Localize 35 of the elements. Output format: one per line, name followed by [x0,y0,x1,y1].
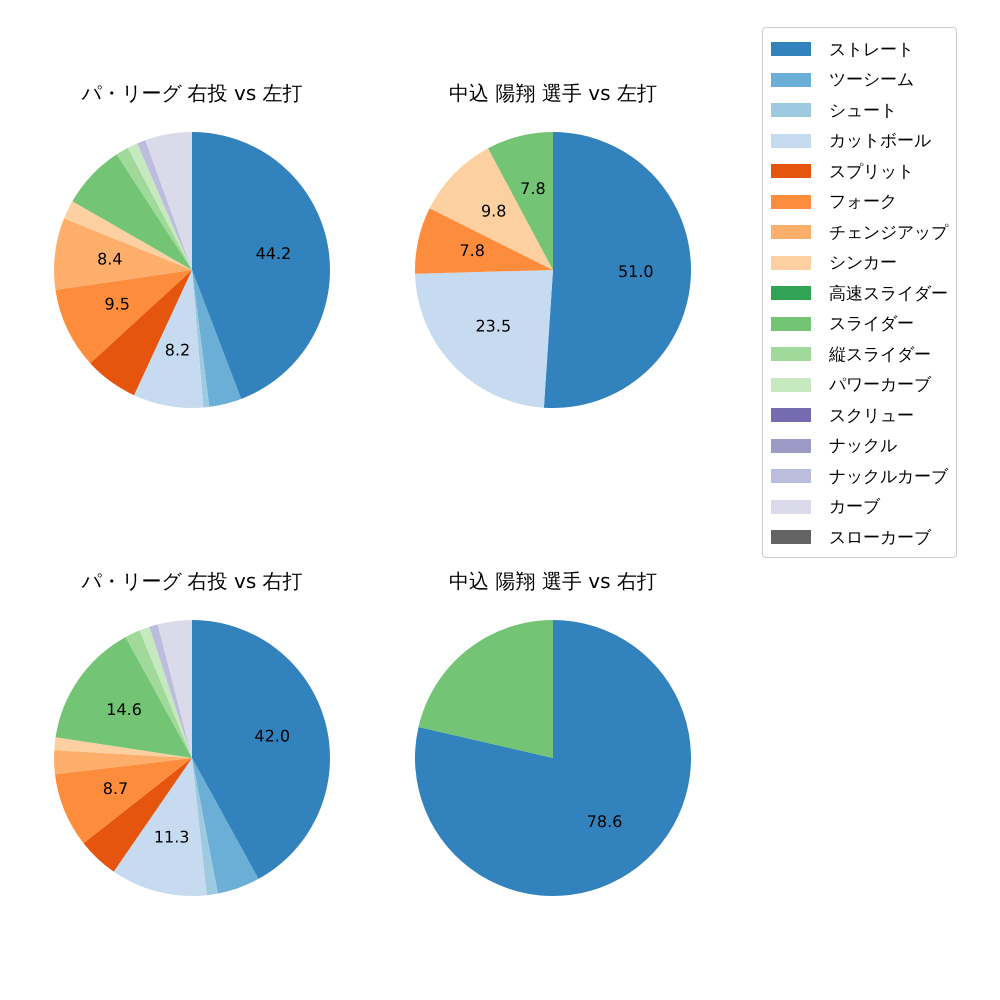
legend-label: ストレート [829,38,914,61]
legend-label: フォーク [829,191,897,214]
data-label: 23.5 [476,316,512,336]
chart-title: 中込 陽翔 選手 vs 右打 [448,568,658,595]
legend-label: 高速スライダー [829,282,948,305]
legend-label: ツーシーム [829,69,914,92]
legend-label: シュート [829,100,897,122]
legend-label: ナックル [829,435,897,458]
data-label: 9.8 [480,201,506,220]
legend-label: スプリット [829,160,914,183]
data-label: 11.3 [154,827,190,846]
data-label: 7.8 [459,241,485,260]
chart-title: パ・リーグ 右投 vs 右打 [80,568,304,595]
data-label: 8.4 [97,249,123,268]
legend-label: スライダー [829,313,914,336]
data-label: 44.2 [256,244,292,264]
data-label: 78.6 [586,812,622,831]
text: パ・リーグ 右投 vs 左打 [80,80,304,107]
legend-label: 縦スライダー [829,344,931,366]
legend-label: チェンジアップ [829,222,948,244]
data-label: 51.0 [618,262,654,281]
data-label: 14.6 [106,700,142,719]
legend-label: スクリュー [829,404,914,427]
legend-label: カットボール [829,130,931,152]
data-label: 7.8 [520,178,546,198]
legend-label: ナックルカーブ [829,466,948,488]
data-label: 8.2 [164,340,190,360]
data-label: 42.0 [254,726,290,746]
chart-title: 中込 陽翔 選手 vs 左打 [448,80,658,107]
legend-label: スローカーブ [829,526,931,549]
legend-label: パワーカーブ [829,374,931,396]
data-label: 9.5 [104,294,130,314]
data-label: 8.7 [102,778,128,798]
legend-label: シンカー [829,252,897,274]
legend-label: カーブ [829,496,880,518]
